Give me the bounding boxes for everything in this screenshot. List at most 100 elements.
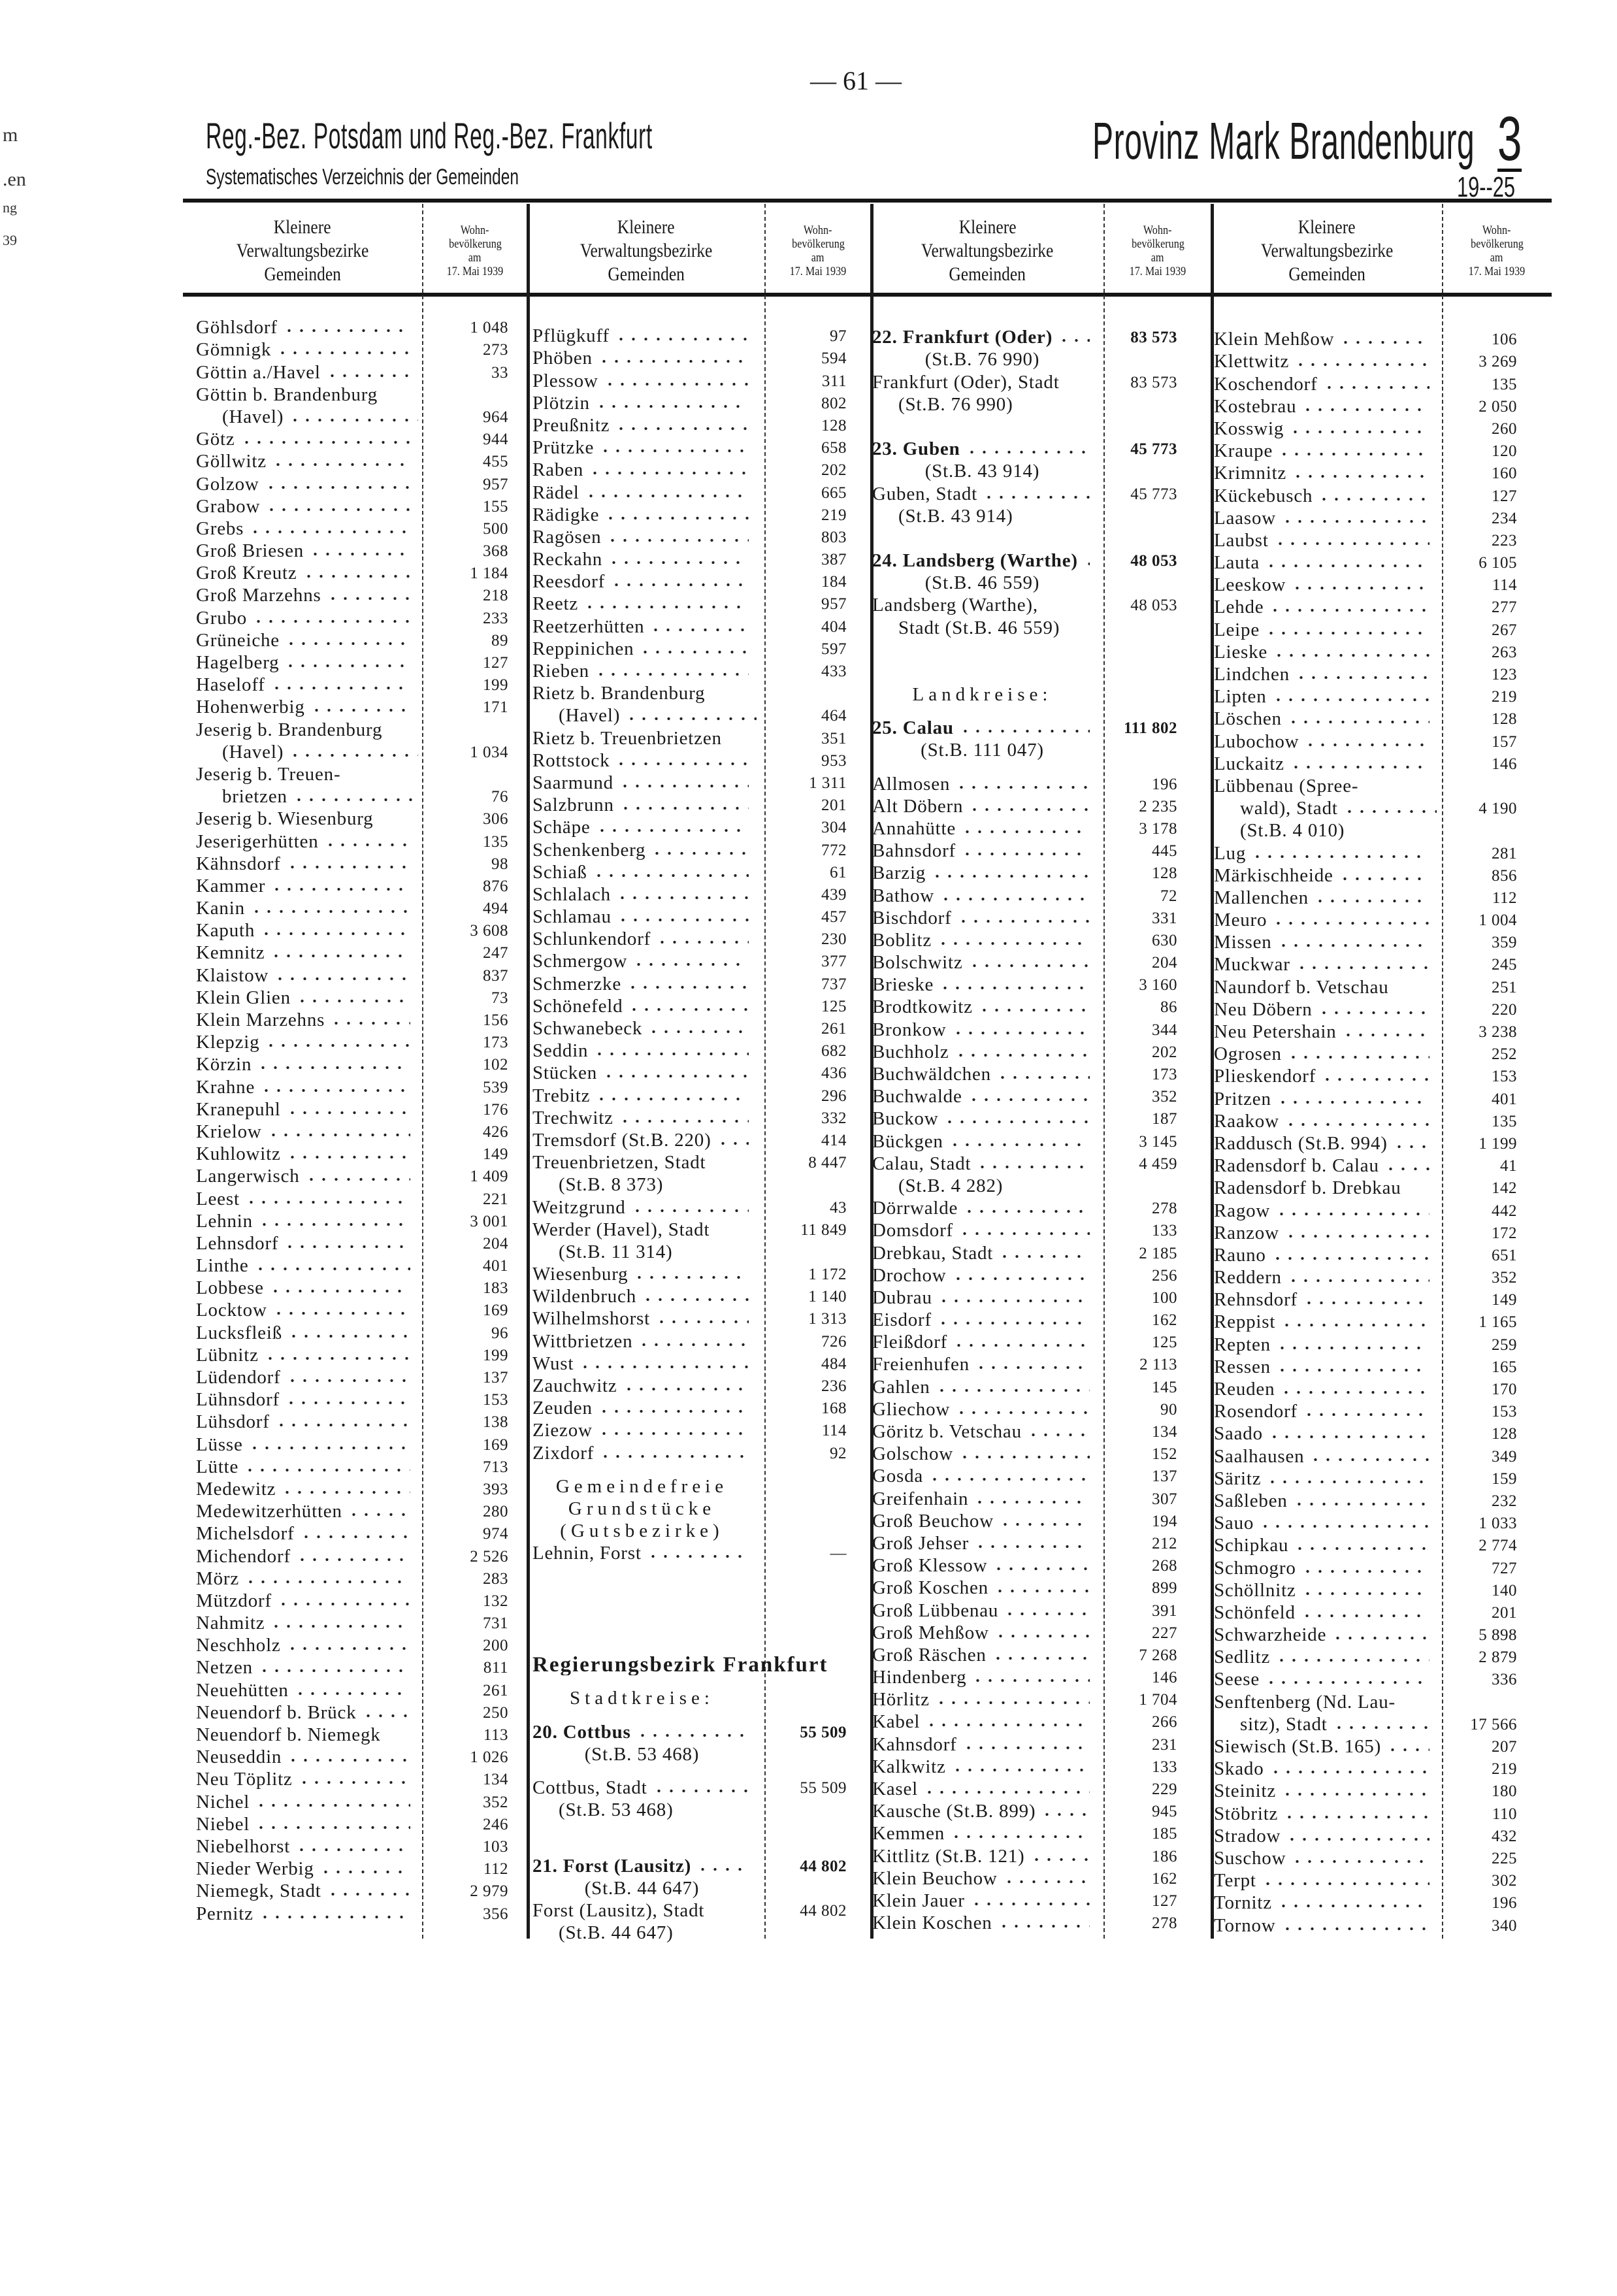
dot-leader: [958, 729, 1090, 734]
district-row: 25. Calau 111 802: [872, 716, 1177, 738]
population-value: 439: [821, 885, 847, 904]
dot-leader: [244, 1467, 410, 1473]
population-value: 252: [1492, 1045, 1517, 1064]
dot-leader: [951, 1767, 1090, 1773]
municipality-name: Klettwitz: [1214, 351, 1290, 372]
population-value: 263: [1492, 643, 1517, 661]
heading-text: Stadtkreise:: [570, 1688, 714, 1709]
municipality-name: Mützdorf: [196, 1590, 272, 1611]
municipality-name: Wust: [532, 1353, 574, 1374]
dot-leader: [1303, 1412, 1429, 1418]
header-population-line: 17. Mai 1939: [1468, 265, 1526, 278]
municipality-row: Klaistow 837: [196, 963, 508, 986]
population-value: 103: [483, 1837, 508, 1856]
municipality-row: Gosda 137: [872, 1464, 1177, 1486]
dot-leader: [1303, 1300, 1429, 1306]
dot-leader: [302, 574, 410, 580]
municipality-name: Haseloff: [196, 674, 265, 696]
municipality-row: Lehnin 3 001: [196, 1209, 508, 1232]
municipality-name: Drochow: [872, 1264, 947, 1286]
population-value: 55 509: [800, 1723, 847, 1741]
municipality-row: Niemegk, Stadt 2 979: [196, 1879, 508, 1901]
population-value: 83 573: [1130, 329, 1177, 347]
municipality-name: (St.B. 4 282): [898, 1175, 1004, 1196]
population-value: 202: [821, 461, 847, 480]
header-population-line: Wohn-: [461, 223, 489, 237]
municipality-row: Kemmen 185: [872, 1822, 1177, 1844]
municipality-row: Lobbese 183: [196, 1276, 508, 1298]
population-value: 1 165: [1478, 1313, 1517, 1332]
dot-leader: [973, 1499, 1090, 1505]
municipality-name: Zauchwitz: [532, 1375, 617, 1396]
dot-leader: [614, 336, 749, 342]
municipality-name: Kückebusch: [1214, 485, 1313, 506]
municipality-name: Gömnigk: [196, 339, 272, 361]
municipality-name: Weitzgrund: [532, 1196, 626, 1218]
header-rule-bottom: [183, 293, 1552, 297]
municipality-name: Kammer: [196, 875, 266, 896]
dot-leader: [269, 1288, 410, 1294]
spacer: [532, 1709, 847, 1720]
dot-leader: [1269, 1769, 1429, 1775]
municipality-row: Lehnsdorf 204: [196, 1232, 508, 1254]
municipality-name: Drebkau, Stadt: [872, 1242, 994, 1264]
population-value: 55 509: [800, 1779, 847, 1797]
municipality-row: Buchwalde 352: [872, 1085, 1177, 1107]
population-value: 106: [1492, 331, 1517, 349]
municipality-name: Niebel: [196, 1813, 250, 1835]
municipality-row: Saado 128: [1214, 1422, 1517, 1444]
dot-leader: [633, 1275, 749, 1281]
municipality-row: Dörrwalde 278: [872, 1196, 1177, 1219]
header-population-line: am: [1151, 251, 1164, 265]
municipality-name: Rietz b. Treuenbrietzen: [532, 727, 722, 749]
header-population-cell: Wohn-bevölkerung am 17. Mai 1939: [1442, 209, 1552, 293]
municipality-row: (St.B. 53 468): [532, 1743, 847, 1765]
header-population-cell: Wohn-bevölkerung am 17. Mai 1939: [1103, 209, 1212, 293]
municipality-row: Schmergow 377: [532, 949, 847, 972]
municipality-name: Frankfurt (Oder), Stadt: [872, 371, 1060, 393]
population-value: 134: [483, 1771, 508, 1789]
header-population-line: Wohn-: [1482, 223, 1511, 237]
population-value: 296: [821, 1087, 847, 1105]
municipality-row: Michelsdorf 974: [196, 1522, 508, 1544]
municipality-name: Jeserig b. Wiesenburg: [196, 808, 374, 830]
municipality-row: (St.B. 44 647): [532, 1877, 847, 1899]
municipality-name: Bückgen: [872, 1130, 943, 1152]
municipality-name: Schwanebeck: [532, 1018, 643, 1039]
municipality-name: Plieskendorf: [1214, 1066, 1316, 1087]
district-row: 22. Frankfurt (Oder) 83 573: [872, 325, 1177, 348]
population-value: 3 145: [1139, 1132, 1177, 1151]
population-value: 61: [830, 863, 847, 881]
dot-leader: [1041, 1812, 1090, 1818]
municipality-name: Neuendorf b. Niemegk: [196, 1724, 381, 1745]
municipality-name: Wilhelmshorst: [532, 1308, 650, 1330]
dot-leader: [270, 685, 410, 691]
dot-leader: [1283, 1814, 1429, 1820]
dot-leader: [347, 1512, 410, 1518]
population-value: 72: [1160, 887, 1177, 905]
population-value: 127: [1492, 487, 1517, 505]
municipality-row: Buchwäldchen 173: [872, 1062, 1177, 1085]
municipality-row: Stadt (St.B. 46 559): [872, 615, 1177, 638]
municipality-row: Treuenbrietzen, Stadt 8 447: [532, 1151, 847, 1173]
population-value: 180: [1492, 1782, 1517, 1801]
heading-text: (Gutsbezirke): [560, 1520, 724, 1542]
municipality-row: Lauta 6 105: [1214, 551, 1517, 573]
municipality-row: Groß Räschen 7 268: [872, 1643, 1177, 1665]
population-value: 204: [483, 1234, 508, 1253]
municipality-name: Buckow: [872, 1108, 939, 1130]
municipality-name: Saßleben: [1214, 1490, 1288, 1511]
municipality-row: Guben, Stadt 45 773: [872, 482, 1177, 504]
municipality-name: Cottbus, Stadt: [532, 1777, 647, 1798]
dot-leader: [950, 1834, 1090, 1840]
population-value: 414: [821, 1131, 847, 1149]
municipality-name: (St.B. 4 010): [1240, 820, 1345, 842]
population-value: 142: [1492, 1179, 1517, 1198]
municipality-row: Kammer 876: [196, 874, 508, 896]
municipality-name: Reuden: [1214, 1379, 1275, 1400]
municipality-row: Bolschwitz 204: [872, 951, 1177, 973]
municipality-name: Groß Jehser: [872, 1532, 970, 1554]
dot-leader: [696, 1866, 749, 1872]
population-value: 1 199: [1478, 1134, 1517, 1153]
municipality-row: Neuendorf b. Niemegk 113: [196, 1723, 508, 1745]
